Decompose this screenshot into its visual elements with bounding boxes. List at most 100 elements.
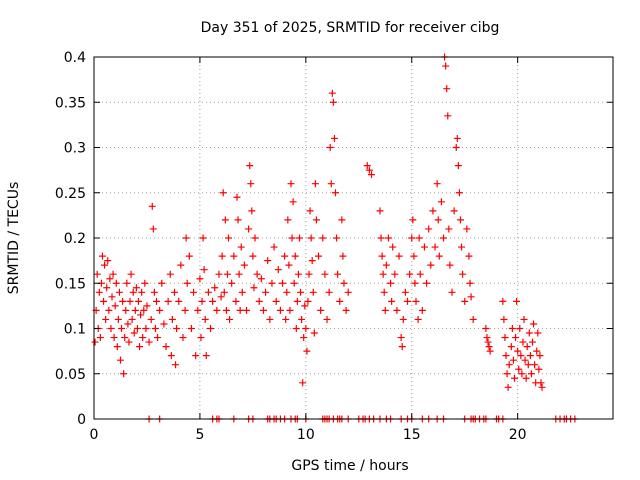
data-point: [192, 352, 200, 360]
data-series: [91, 53, 579, 423]
data-point: [538, 383, 546, 391]
data-point: [183, 279, 191, 287]
data-point: [250, 284, 258, 292]
data-point: [342, 306, 350, 314]
data-point: [516, 325, 524, 332]
data-point: [129, 288, 137, 296]
data-point: [304, 297, 312, 305]
data-point: [321, 270, 329, 278]
data-point: [218, 252, 226, 260]
data-point: [526, 352, 534, 360]
data-point: [274, 266, 282, 274]
data-point: [336, 297, 344, 305]
data-point: [270, 243, 278, 251]
data-point: [463, 225, 471, 233]
data-point: [308, 257, 316, 265]
data-point: [134, 297, 142, 305]
data-point: [411, 279, 419, 287]
x-axis-label: GPS time / hours: [291, 458, 408, 474]
chart-title: Day 351 of 2025, SRMTID for receiver cib…: [201, 20, 500, 36]
data-point: [226, 315, 234, 323]
data-point: [537, 379, 545, 387]
data-point: [524, 361, 532, 369]
data-point: [420, 243, 428, 251]
axis-ticks: 0 0.05 0.1 0.15 0.2 0.25 0.3 0.35 0.4 0 5 10 15 20: [55, 50, 613, 443]
data-point: [435, 252, 443, 260]
data-point: [204, 288, 212, 296]
data-point: [232, 297, 240, 305]
data-point: [217, 293, 225, 301]
y-tick-label: 0: [77, 412, 86, 428]
data-point: [230, 252, 238, 260]
data-point: [151, 325, 159, 332]
data-point: [323, 315, 331, 323]
data-point: [147, 315, 155, 323]
data-point: [133, 325, 141, 332]
data-point: [235, 270, 243, 278]
data-point: [517, 352, 525, 360]
data-point: [197, 334, 205, 342]
y-tick-label: 0.4: [64, 50, 86, 66]
data-point: [100, 297, 108, 305]
data-point: [211, 284, 219, 292]
data-point: [286, 306, 294, 314]
data-point: [329, 98, 337, 106]
data-point: [255, 297, 263, 305]
data-point: [173, 325, 181, 332]
data-point: [259, 306, 267, 314]
data-point: [98, 252, 106, 260]
data-point: [141, 279, 149, 287]
x-tick-label: 15: [403, 427, 421, 443]
data-point: [222, 306, 230, 314]
data-point: [245, 225, 253, 233]
data-point: [177, 261, 185, 269]
data-point: [128, 315, 136, 323]
x-tick-label: 10: [297, 427, 315, 443]
data-point: [399, 315, 407, 323]
data-point: [194, 306, 202, 314]
data-point: [104, 257, 112, 265]
data-point: [257, 275, 265, 283]
data-point: [334, 270, 342, 278]
data-point: [93, 270, 101, 278]
data-point: [299, 379, 307, 387]
data-point: [443, 85, 451, 93]
data-point: [409, 216, 417, 224]
data-point: [302, 325, 310, 332]
data-point: [509, 356, 517, 364]
data-point: [264, 257, 272, 265]
data-point: [368, 171, 376, 179]
data-point: [408, 234, 416, 242]
data-point: [126, 297, 134, 305]
data-point: [201, 315, 209, 323]
data-point: [307, 234, 315, 242]
data-point: [406, 270, 414, 278]
y-tick-label: 0.35: [55, 95, 86, 111]
data-point: [228, 279, 236, 287]
data-point: [501, 334, 509, 342]
data-point: [145, 338, 153, 346]
data-point: [272, 297, 280, 305]
data-point: [290, 279, 298, 287]
data-point: [181, 306, 189, 314]
data-point: [125, 338, 133, 346]
data-point: [266, 315, 274, 323]
data-point: [486, 347, 494, 355]
data-point: [382, 261, 390, 269]
data-point: [512, 334, 520, 342]
data-point: [510, 374, 518, 382]
data-point: [179, 334, 187, 342]
data-point: [448, 288, 456, 296]
data-point: [182, 234, 190, 242]
data-point: [311, 180, 319, 188]
data-point: [466, 279, 474, 287]
data-point: [440, 234, 448, 242]
data-point: [297, 288, 305, 296]
data-point: [170, 288, 178, 296]
y-axis-label: SRMTID / TECUs: [6, 182, 22, 295]
data-point: [288, 234, 296, 242]
data-point: [234, 216, 242, 224]
y-tick-label: 0.25: [55, 186, 86, 202]
data-point: [401, 288, 409, 296]
data-point: [251, 234, 259, 242]
